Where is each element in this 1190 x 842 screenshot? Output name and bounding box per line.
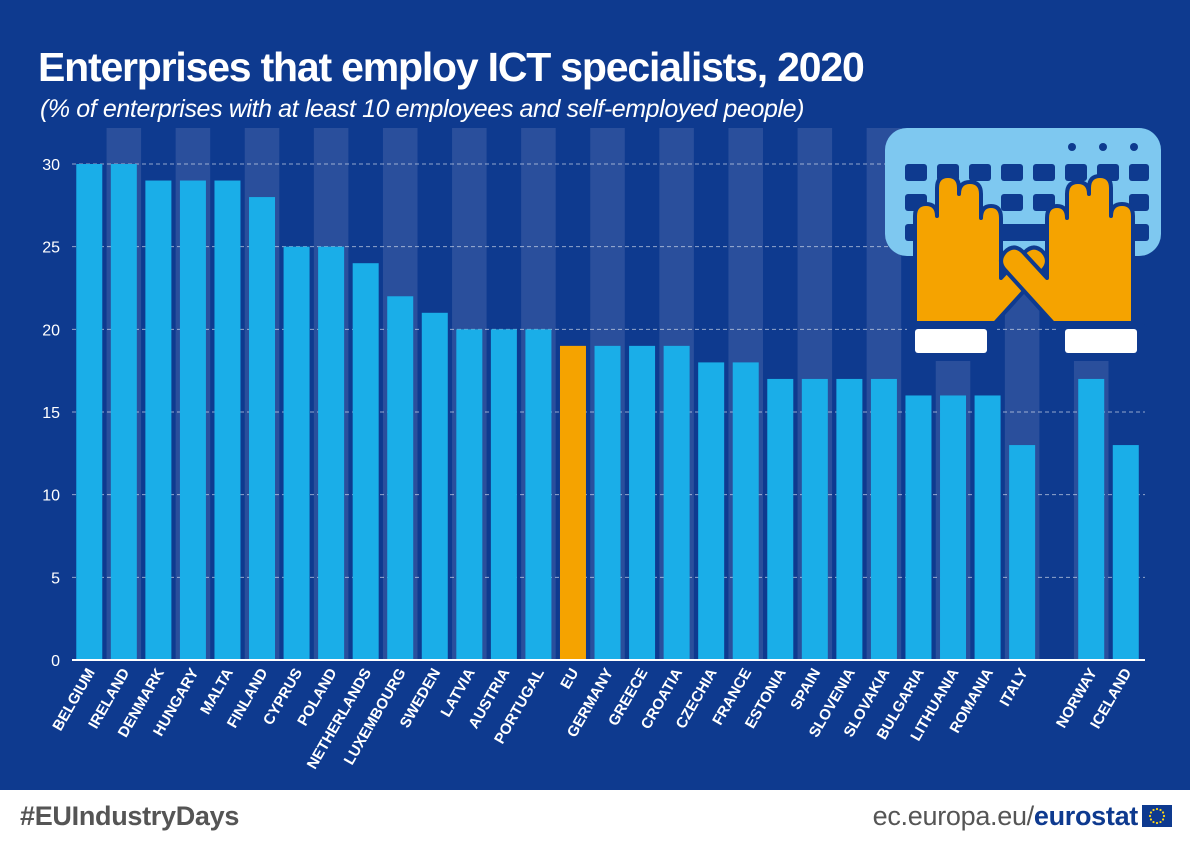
bar-netherlands xyxy=(352,263,379,660)
bar-romania xyxy=(974,395,1001,660)
eu-star xyxy=(1155,821,1159,825)
source-prefix: ec.europa.eu/ xyxy=(872,801,1035,831)
bar-estonia xyxy=(767,378,794,660)
bar-germany xyxy=(594,345,621,660)
bar-slovenia xyxy=(836,378,863,660)
eu-star xyxy=(1161,811,1165,814)
x-tick-labels: BELGIUMIRELANDDENMARKHUNGARYMALTAFINLAND… xyxy=(49,665,1135,772)
y-tick-label: 20 xyxy=(42,322,60,339)
bar-greece xyxy=(629,345,656,660)
bar-italy xyxy=(1009,445,1036,660)
eu-star xyxy=(1148,814,1152,818)
bar-finland xyxy=(249,197,276,661)
bar-lithuania xyxy=(940,395,967,660)
bar-denmark xyxy=(145,180,172,661)
x-tick-label: EU xyxy=(557,666,582,693)
bar-latvia xyxy=(456,329,483,660)
x-tick-label: SPAIN xyxy=(787,666,824,713)
chart-subtitle: (% of enterprises with at least 10 emplo… xyxy=(40,95,805,123)
eu-star xyxy=(1149,811,1153,814)
bar-iceland xyxy=(1112,445,1139,660)
bar-ireland xyxy=(110,164,137,660)
bar-croatia xyxy=(663,345,690,660)
footer-bar: #EUIndustryDays ec.europa.eu/eurostat xyxy=(0,790,1190,842)
bar-czechia xyxy=(698,362,725,660)
x-tick-label: ITALY xyxy=(996,666,1031,710)
eu-star xyxy=(1159,820,1162,824)
y-tick-label: 30 xyxy=(42,157,60,174)
bar-luxembourg xyxy=(387,296,414,660)
bars xyxy=(76,164,1139,661)
bar-norway xyxy=(1078,378,1105,660)
bar-malta xyxy=(214,180,241,661)
bar-france xyxy=(732,362,759,660)
source-brand: eurostat xyxy=(1033,801,1138,831)
bar-poland xyxy=(318,246,345,660)
eu-star xyxy=(1152,808,1155,812)
bar-bulgaria xyxy=(905,395,932,660)
hashtag-label: #EUIndustryDays xyxy=(20,801,240,831)
bar-austria xyxy=(490,329,517,660)
source-link[interactable]: ec.europa.eu/eurostat xyxy=(872,801,1139,832)
bar-belgium xyxy=(76,164,103,660)
bar-chart: 0 5 10 15 20 25 30 BELGIUMIRELANDDENMARKHUNGAR… xyxy=(42,128,1145,772)
eu-star xyxy=(1159,808,1162,812)
eu-flag-icon xyxy=(1142,805,1172,827)
y-tick-labels: 0 5 10 15 20 25 30 xyxy=(42,157,60,670)
bar-slovakia xyxy=(870,378,897,660)
eu-star xyxy=(1161,818,1165,821)
bar-spain xyxy=(801,378,828,660)
y-tick-label: 25 xyxy=(42,240,60,257)
eu-star xyxy=(1152,820,1155,824)
bar-sweden xyxy=(421,312,448,660)
eu-star xyxy=(1149,818,1153,821)
bar-eu xyxy=(559,345,586,660)
y-tick-label: 0 xyxy=(51,653,60,670)
eu-star xyxy=(1155,807,1159,811)
chart-title: Enterprises that employ ICT specialists,… xyxy=(38,44,865,90)
y-tick-label: 5 xyxy=(51,570,60,587)
keyboard-hands-illustration xyxy=(885,128,1161,361)
bar-hungary xyxy=(179,180,206,661)
y-tick-label: 15 xyxy=(42,405,60,422)
y-tick-label: 10 xyxy=(42,488,60,505)
bar-cyprus xyxy=(283,246,310,660)
bar-portugal xyxy=(525,329,552,660)
eu-star xyxy=(1162,814,1166,818)
